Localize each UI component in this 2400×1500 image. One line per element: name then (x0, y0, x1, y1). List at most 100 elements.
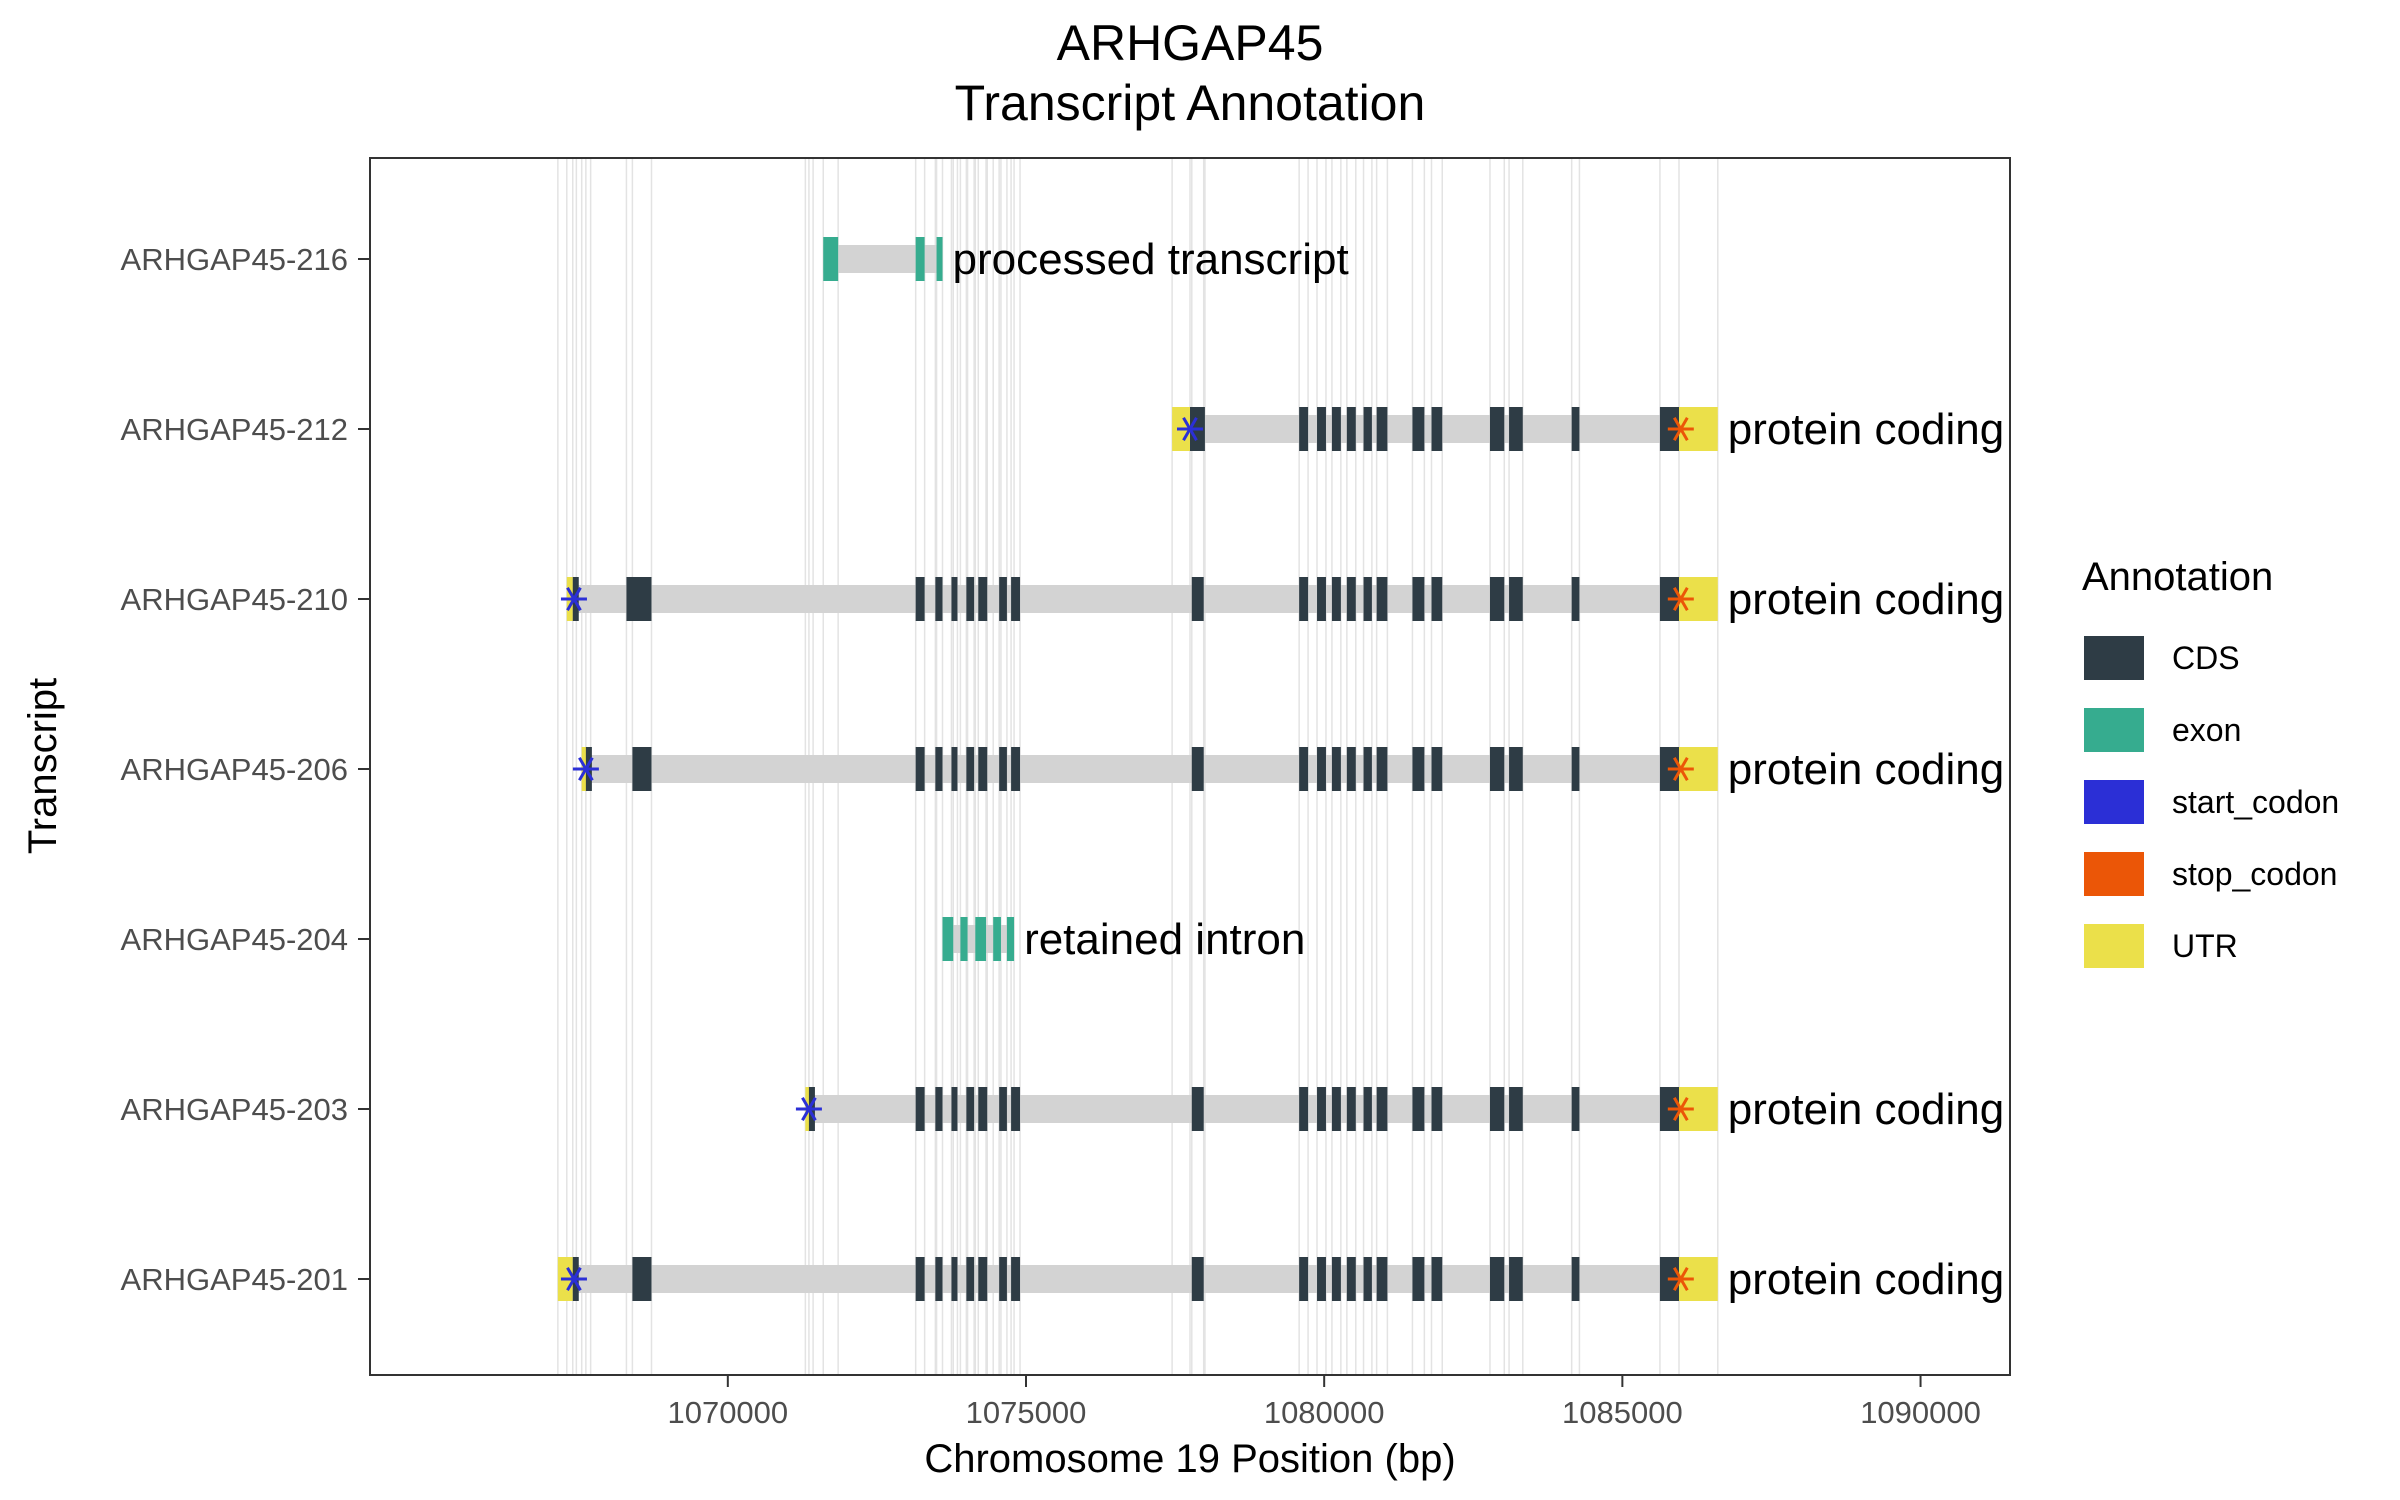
transcript-biotype-label: retained intron (1024, 915, 1305, 964)
cds-block (999, 1257, 1007, 1301)
intron-line (1172, 415, 1718, 443)
cds-block (1317, 747, 1326, 791)
cds-block (978, 577, 988, 621)
legend-label-start-codon: start_codon (2172, 784, 2339, 820)
transcript-biotype-label: protein coding (1728, 405, 2004, 454)
stop-codon-marker (1667, 756, 1694, 782)
cds-block (1346, 1087, 1356, 1131)
cds-block (1509, 1257, 1523, 1301)
start-codon-marker (795, 1096, 822, 1122)
marker-stroke (1182, 416, 1198, 442)
cds-block (1509, 407, 1523, 451)
exon-block (975, 917, 987, 961)
exon-block (960, 917, 968, 961)
transcript-track: protein coding (560, 575, 2004, 624)
cds-block (1191, 1257, 1204, 1301)
cds-block (1431, 577, 1443, 621)
cds-block (1191, 577, 1204, 621)
cds-block (1317, 577, 1326, 621)
transcript-biotype-label: protein coding (1728, 1085, 2004, 1134)
legend-swatch-stop-codon (2084, 852, 2144, 896)
cds-block (1509, 577, 1523, 621)
transcript-track: protein coding (557, 1255, 2004, 1304)
legend-swatch-CDS (2084, 636, 2144, 680)
x-tick-label: 1075000 (966, 1395, 1087, 1430)
x-axis-label: Chromosome 19 Position (bp) (924, 1437, 1455, 1481)
marker-stroke (578, 756, 594, 782)
transcript-track: protein coding (1172, 405, 2004, 454)
x-tick-label: 1085000 (1562, 1395, 1683, 1430)
cds-block (915, 577, 925, 621)
transcript-biotype-label: protein coding (1728, 575, 2004, 624)
transcript-track: processed transcript (823, 235, 1349, 284)
start-codon-marker (1177, 416, 1203, 442)
legend-title: Annotation (2082, 555, 2273, 599)
transcript-track: protein coding (572, 745, 2004, 794)
x-axis: 1070000 1075000 1080000 1085000 1090000 (667, 1375, 1981, 1430)
cds-block (1317, 1257, 1326, 1301)
cds-block (951, 747, 958, 791)
legend-label-UTR: UTR (2172, 928, 2238, 964)
cds-block (978, 1257, 988, 1301)
cds-block (1431, 747, 1443, 791)
stop-codon-marker (1667, 586, 1694, 612)
cds-block (632, 747, 652, 791)
y-tick-label: ARHGAP45-206 (121, 752, 348, 787)
cds-block (1571, 1257, 1580, 1301)
cds-block (1011, 747, 1021, 791)
marker-stroke (566, 1266, 582, 1292)
cds-block (1317, 1087, 1326, 1131)
transcript-track: retained intron (942, 915, 1305, 964)
legend: Annotation CDS exon start_codon stop_codon U… (2082, 555, 2339, 968)
cds-block (1412, 747, 1425, 791)
legend-label-stop-codon: stop_codon (2172, 856, 2337, 892)
cds-block (1331, 407, 1341, 451)
legend-swatch-start-codon (2084, 780, 2144, 824)
cds-block (1363, 747, 1372, 791)
exon-block (942, 917, 954, 961)
stop-codon-marker (1667, 1096, 1694, 1122)
start-codon-marker (572, 756, 599, 782)
cds-block (915, 1257, 925, 1301)
x-tick-label: 1080000 (1264, 1395, 1385, 1430)
cds-block (915, 747, 925, 791)
cds-block (1431, 1087, 1443, 1131)
cds-block (966, 577, 975, 621)
cds-block (935, 747, 943, 791)
cds-block (978, 1087, 988, 1131)
y-tick-label: ARHGAP45-201 (121, 1262, 348, 1297)
chart-subtitle: Transcript Annotation (955, 75, 1426, 131)
marker-stroke (1673, 756, 1689, 782)
legend-label-exon: exon (2172, 712, 2241, 748)
cds-block (1431, 407, 1443, 451)
x-tick-label: 1090000 (1860, 1395, 1981, 1430)
cds-block (951, 1087, 958, 1131)
cds-block (1571, 747, 1580, 791)
start-codon-marker (560, 586, 587, 612)
cds-block (1346, 577, 1356, 621)
cds-block (1363, 1087, 1372, 1131)
cds-block (1011, 1257, 1021, 1301)
cds-block (1299, 407, 1309, 451)
marker-stroke (1673, 586, 1689, 612)
exon-block (936, 237, 943, 281)
marker-stroke (1673, 416, 1689, 442)
transcript-biotype-label: processed transcript (953, 235, 1349, 284)
plot-panel-border (369, 157, 2011, 1376)
cds-block (951, 577, 958, 621)
cds-block (1376, 1257, 1388, 1301)
chart-title: ARHGAP45 (1057, 15, 1324, 71)
exon-block (915, 237, 925, 281)
start-codon-marker (560, 1266, 587, 1292)
cds-block (1299, 1257, 1309, 1301)
cds-block (1363, 407, 1372, 451)
cds-block (1489, 747, 1505, 791)
cds-block (1346, 407, 1356, 451)
cds-block (1412, 577, 1425, 621)
y-tick-label: ARHGAP45-203 (121, 1092, 348, 1127)
cds-block (999, 1087, 1007, 1131)
cds-block (966, 1257, 975, 1301)
cds-block (1363, 577, 1372, 621)
